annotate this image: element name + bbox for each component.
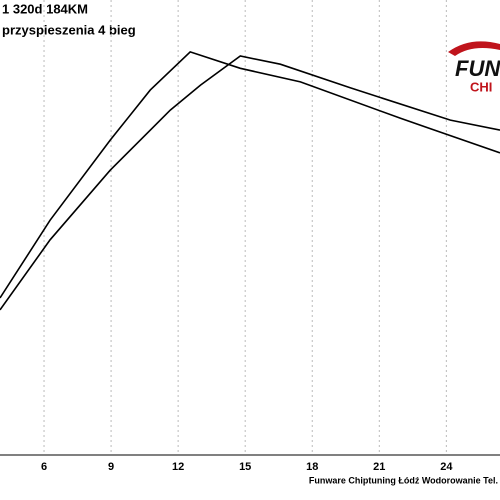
x-tick-label: 18 xyxy=(306,461,318,473)
x-tick-label: 15 xyxy=(239,461,251,473)
x-tick-label: 12 xyxy=(172,461,184,473)
logo-swoosh xyxy=(448,41,500,56)
line xyxy=(0,50,500,299)
x-tick-label: 21 xyxy=(373,461,385,473)
logo-text: FUN xyxy=(455,56,500,81)
chart-title: 1 320d 184KM xyxy=(2,1,88,16)
logo-text: CHI xyxy=(470,79,492,94)
x-tick-label: 6 xyxy=(41,461,47,473)
x-tick-label: 9 xyxy=(108,461,114,473)
logo: FUN CHI xyxy=(448,41,500,94)
x-tick-label: 24 xyxy=(440,461,453,473)
chart-subtitle: przyspieszenia 4 bieg xyxy=(2,22,136,37)
line xyxy=(0,55,500,311)
footer: Funware Chiptuning Łódź Wodorowanie Tel. xyxy=(309,475,498,485)
